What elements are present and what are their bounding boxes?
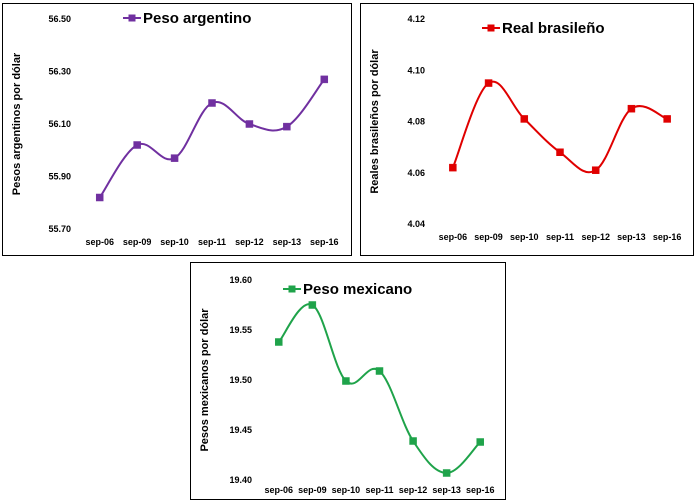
- x-tick-label: sep-13: [432, 485, 461, 495]
- data-point-marker: [308, 301, 317, 309]
- data-point-marker: [342, 377, 350, 385]
- x-tick-label: sep-06: [265, 485, 294, 495]
- legend-label: Real brasileño: [502, 20, 605, 37]
- x-tick-label: sep-06: [439, 232, 468, 242]
- x-tick-label: sep-11: [365, 485, 393, 495]
- legend-marker: [288, 285, 296, 293]
- x-tick-label: sep-12: [235, 237, 264, 247]
- series-line: [451, 80, 668, 174]
- data-point-marker: [449, 163, 457, 172]
- data-point-marker: [484, 79, 493, 87]
- y-axis-label: Pesos argentinos por dólar: [11, 52, 23, 195]
- data-point-marker: [375, 367, 384, 375]
- legend-label: Peso mexicano: [303, 281, 412, 298]
- y-axis-label: Pesos mexicanos por dólar: [199, 308, 211, 452]
- data-point-marker: [95, 193, 104, 202]
- y-tick-label: 19.55: [229, 325, 252, 335]
- data-point-marker: [476, 438, 484, 446]
- y-tick-label: 4.08: [407, 117, 425, 127]
- data-point-marker: [170, 154, 179, 162]
- data-point-marker: [520, 115, 529, 123]
- data-point-marker: [442, 469, 451, 477]
- x-tick-label: sep-10: [510, 232, 539, 242]
- data-point-marker: [208, 99, 216, 107]
- legend-label: Peso argentino: [143, 10, 251, 27]
- chart-peso-argentino: 55.70 55.90 56.10 56.30 56.50 sep-06 sep-09 sep…: [2, 3, 352, 256]
- chart-svg-brl: 4.04 4.06 4.08 4.10 4.12 sep-06 sep-09 sep-10 se…: [369, 14, 682, 242]
- y-tick-label: 4.06: [407, 168, 425, 178]
- chart-peso-mexicano: 19.40 19.45 19.50 19.55 19.60 sep-06 sep-09 sep…: [190, 262, 506, 500]
- x-tick-label: sep-09: [474, 232, 503, 242]
- x-tick-label: sep-11: [198, 237, 226, 247]
- y-tick-label: 4.04: [407, 219, 425, 229]
- legend-marker: [487, 24, 495, 32]
- x-tick-label: sep-16: [653, 232, 682, 242]
- series-line: [277, 303, 481, 475]
- x-tick-label: sep-12: [581, 232, 610, 242]
- x-tick-label: sep-13: [617, 232, 646, 242]
- x-tick-label: sep-06: [85, 237, 114, 247]
- x-tick-label: sep-11: [546, 232, 574, 242]
- x-tick-label: sep-12: [399, 485, 428, 495]
- y-tick-label: 56.10: [48, 119, 71, 129]
- y-tick-label: 56.50: [48, 14, 71, 24]
- legend-marker: [128, 14, 136, 22]
- y-tick-label: 4.10: [407, 65, 425, 75]
- series-line: [98, 78, 326, 199]
- x-tick-label: sep-09: [123, 237, 152, 247]
- data-point-marker: [409, 437, 417, 445]
- data-point-marker: [245, 120, 254, 128]
- chart-svg-mxn: 19.40 19.45 19.50 19.55 19.60 sep-06 sep-09 sep…: [199, 275, 495, 495]
- y-tick-label: 55.90: [48, 172, 71, 182]
- y-tick-label: 55.70: [48, 224, 71, 234]
- data-point-marker: [320, 75, 329, 84]
- chart-svg-ars: 55.70 55.90 56.10 56.30 56.50 sep-06 sep-09 sep…: [11, 10, 339, 247]
- chart-real-brasileno: 4.04 4.06 4.08 4.10 4.12 sep-06 sep-09 sep-10 se…: [360, 3, 694, 256]
- x-tick-label: sep-09: [298, 485, 327, 495]
- y-tick-label: 56.30: [48, 67, 71, 77]
- data-point-marker: [663, 115, 671, 123]
- x-tick-label: sep-16: [466, 485, 495, 495]
- x-tick-label: sep-10: [160, 237, 189, 247]
- data-point-marker: [591, 166, 600, 174]
- x-tick-label: sep-13: [273, 237, 302, 247]
- y-tick-label: 19.50: [229, 375, 252, 385]
- data-point-marker: [627, 104, 636, 113]
- y-tick-label: 4.12: [407, 14, 425, 24]
- data-point-marker: [133, 141, 141, 149]
- y-axis-label: Reales brasileños por dólar: [369, 49, 381, 194]
- y-tick-label: 19.45: [229, 425, 252, 435]
- y-tick-label: 19.60: [229, 275, 252, 285]
- y-tick-label: 19.40: [229, 475, 252, 485]
- x-tick-label: sep-10: [332, 485, 361, 495]
- data-point-marker: [283, 122, 291, 131]
- x-tick-label: sep-16: [310, 237, 339, 247]
- data-point-marker: [556, 148, 564, 156]
- data-point-marker: [275, 338, 283, 346]
